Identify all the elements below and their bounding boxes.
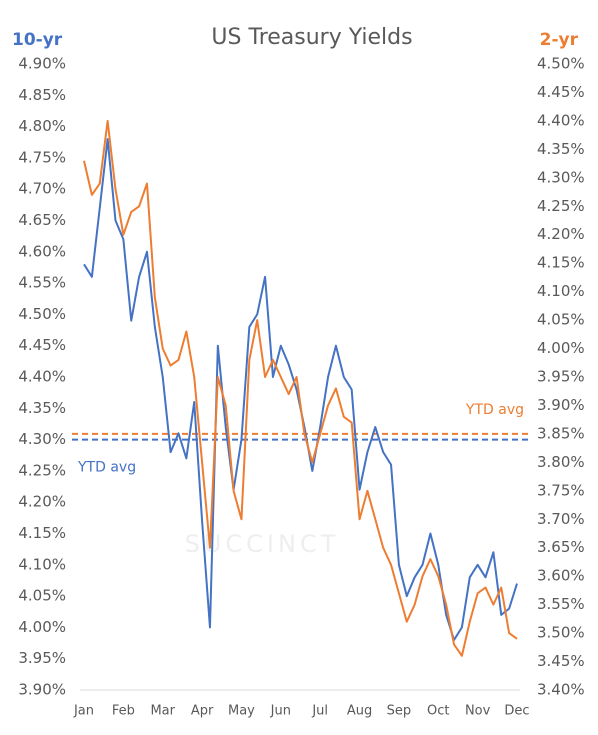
- y-tick-label: 4.55%: [18, 274, 66, 292]
- y2-tick-label: 4.45%: [537, 83, 585, 101]
- y-tick-label: 3.95%: [18, 649, 66, 667]
- y2-tick-label: 3.65%: [537, 538, 585, 556]
- x-tick-label: Sep: [387, 704, 412, 719]
- y2-tick-label: 4.10%: [537, 282, 585, 300]
- y2-tick-label: 3.60%: [537, 567, 585, 585]
- y2-tick-label: 3.95%: [537, 368, 585, 386]
- x-tick-label: Oct: [427, 704, 449, 719]
- y-tick-label: 4.60%: [18, 242, 66, 260]
- y2-axis-label: 2-yr: [540, 30, 579, 50]
- y-tick-label: 4.80%: [18, 117, 66, 135]
- y-tick-label: 4.85%: [18, 86, 66, 104]
- chart-title: US Treasury Yields: [211, 25, 412, 50]
- y2-tick-label: 3.55%: [537, 595, 585, 613]
- y2-tick-label: 3.75%: [537, 481, 585, 499]
- reference-label: YTD avg: [77, 460, 136, 476]
- y-tick-label: 4.25%: [18, 461, 66, 479]
- y2-tick-label: 3.45%: [537, 652, 585, 670]
- y2-tick-label: 4.25%: [537, 197, 585, 215]
- y-tick-label: 4.15%: [18, 524, 66, 542]
- x-tick-label: Mar: [150, 704, 175, 719]
- x-tick-label: Aug: [347, 704, 372, 719]
- y-tick-label: 4.50%: [18, 305, 66, 323]
- y-tick-label: 4.90%: [18, 55, 66, 73]
- y2-tick-label: 3.50%: [537, 624, 585, 642]
- y2-tick-label: 4.35%: [537, 140, 585, 158]
- y2-tick-label: 3.70%: [537, 510, 585, 528]
- y-tick-label: 4.20%: [18, 493, 66, 511]
- y2-tick-label: 4.15%: [537, 254, 585, 272]
- y-axis-label: 10-yr: [12, 30, 63, 50]
- line-series: [83, 119, 518, 657]
- y-tick-label: 4.75%: [18, 148, 66, 166]
- y-tick-label: 4.30%: [18, 430, 66, 448]
- y2-tick-label: 4.00%: [537, 339, 585, 357]
- y-tick-label: 4.10%: [18, 555, 66, 573]
- x-tick-label: Jul: [311, 704, 328, 719]
- y-tick-label: 3.90%: [18, 681, 66, 699]
- y-tick-label: 4.35%: [18, 399, 66, 417]
- y2-tick-label: 3.40%: [537, 681, 585, 699]
- y2-tick-label: 3.85%: [537, 424, 585, 442]
- x-tick-label: Apr: [191, 704, 214, 719]
- y2-tick-label: 4.50%: [537, 55, 585, 73]
- x-tick-label: May: [228, 704, 255, 719]
- y2-tick-label: 3.80%: [537, 453, 585, 471]
- x-tick-label: Feb: [112, 704, 135, 719]
- x-tick-label: Nov: [465, 704, 491, 719]
- y-tick-label: 4.05%: [18, 587, 66, 605]
- y-tick-label: 4.45%: [18, 336, 66, 354]
- y-tick-label: 4.70%: [18, 180, 66, 198]
- y-tick-label: 4.65%: [18, 211, 66, 229]
- y-tick-label: 4.00%: [18, 618, 66, 636]
- x-tick-label: Jun: [270, 704, 291, 719]
- y2-tick-label: 4.05%: [537, 311, 585, 329]
- y2-tick-label: 4.20%: [537, 225, 585, 243]
- y-tick-label: 4.40%: [18, 368, 66, 386]
- y2-tick-label: 4.40%: [537, 111, 585, 129]
- y2-tick-label: 4.30%: [537, 168, 585, 186]
- x-tick-label: Dec: [504, 704, 529, 719]
- reference-label: YTD avg: [465, 402, 524, 418]
- x-tick-label: Jan: [73, 704, 94, 719]
- y2-tick-label: 3.90%: [537, 396, 585, 414]
